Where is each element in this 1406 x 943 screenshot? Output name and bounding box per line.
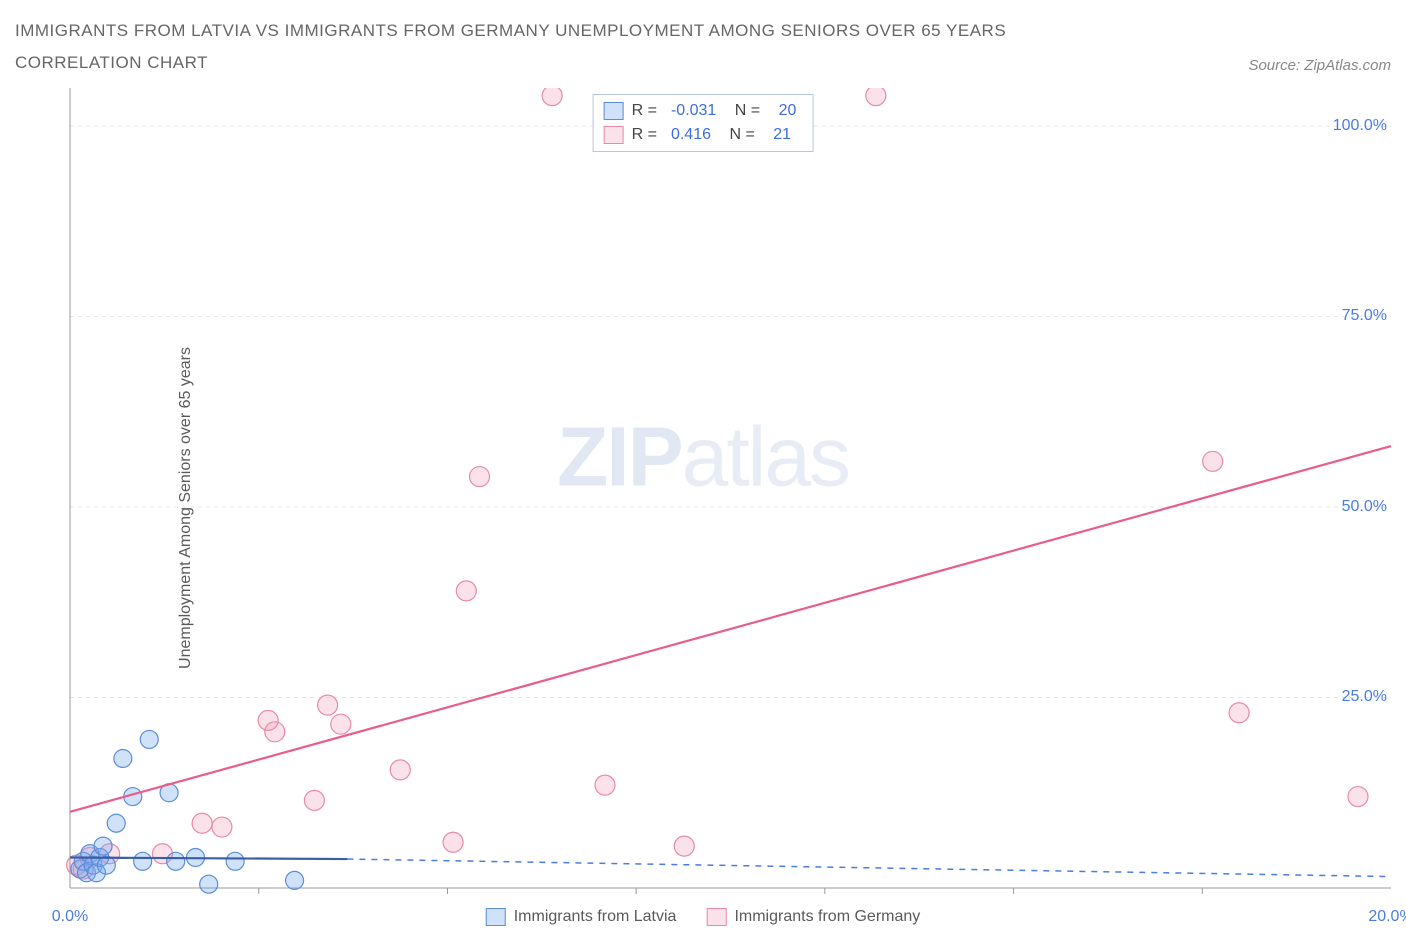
legend-series-item: Immigrants from Germany: [706, 908, 920, 926]
legend-stat-row: R = -0.031 N = 20: [604, 99, 803, 123]
legend-swatch: [604, 102, 624, 120]
legend-swatch: [706, 908, 726, 926]
stat-r-value: -0.031: [671, 99, 716, 123]
chart-container: Unemployment Among Seniors over 65 years…: [15, 88, 1391, 928]
y-tick-label: 50.0%: [1342, 498, 1387, 516]
stat-n-label: N =: [730, 99, 760, 123]
y-tick-label: 25.0%: [1342, 688, 1387, 706]
correlation-legend: R = -0.031 N = 20 R = 0.416 N = 21: [593, 94, 814, 152]
series-legend: Immigrants from Latvia Immigrants from G…: [486, 908, 921, 926]
x-tick-label: 20.0%: [1368, 908, 1406, 926]
legend-stat-row: R = 0.416 N = 21: [604, 123, 803, 147]
stat-n-value: 21: [769, 123, 791, 147]
stat-r-label: R =: [632, 123, 657, 147]
stat-n-label: N =: [725, 123, 755, 147]
stat-r-value: 0.416: [671, 123, 711, 147]
scatter-chart-svg: [15, 88, 1391, 928]
stat-r-label: R =: [632, 99, 657, 123]
x-tick-label: 0.0%: [52, 908, 88, 926]
y-tick-label: 75.0%: [1342, 307, 1387, 325]
y-tick-label: 100.0%: [1333, 117, 1387, 135]
legend-swatch: [486, 908, 506, 926]
legend-series-label: Immigrants from Latvia: [514, 908, 677, 926]
chart-title: IMMIGRANTS FROM LATVIA VS IMMIGRANTS FRO…: [15, 15, 1135, 80]
legend-series-item: Immigrants from Latvia: [486, 908, 677, 926]
stat-n-value: 20: [774, 99, 796, 123]
legend-series-label: Immigrants from Germany: [734, 908, 920, 926]
legend-swatch: [604, 126, 624, 144]
source-attribution: Source: ZipAtlas.com: [1248, 57, 1391, 80]
